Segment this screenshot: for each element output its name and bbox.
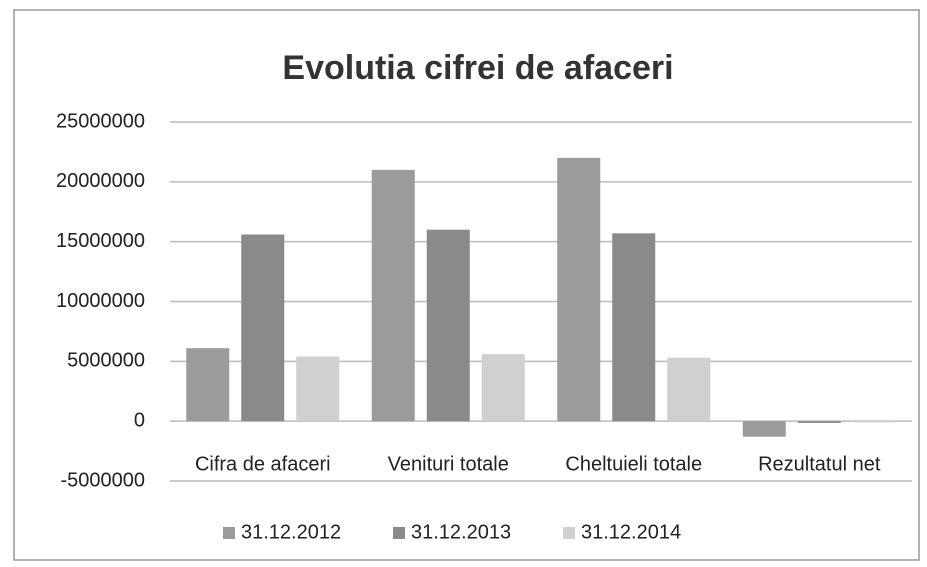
bar [426, 229, 470, 422]
x-tick-label: Rezultatul net [758, 453, 881, 475]
bar [371, 169, 415, 422]
y-tick-label: 25000000 [56, 110, 145, 132]
bar [852, 421, 896, 423]
bar [667, 357, 711, 422]
bar [186, 348, 230, 422]
y-tick-label: -5000000 [60, 469, 145, 491]
bar [797, 421, 841, 423]
bar [557, 157, 601, 422]
bar [296, 356, 340, 422]
x-tick-label: Venituri totale [388, 453, 509, 475]
x-tick-label: Cheltuieli totale [565, 453, 702, 475]
legend-swatch [563, 527, 575, 539]
y-tick-label: 20000000 [56, 170, 145, 192]
y-tick-label: 15000000 [56, 230, 145, 252]
chart-title: Evolutia cifrei de afaceri [282, 49, 673, 87]
y-tick-label: 0 [134, 409, 145, 431]
legend-swatch [393, 527, 405, 539]
x-tick-label: Cifra de afaceri [195, 453, 331, 475]
legend-label: 31.12.2012 [241, 521, 341, 543]
y-tick-label: 10000000 [56, 290, 145, 312]
bar [742, 421, 786, 437]
legend-label: 31.12.2013 [411, 521, 511, 543]
legend-label: 31.12.2014 [581, 521, 681, 543]
bar [481, 354, 525, 422]
bar [241, 234, 285, 422]
legend-swatch [223, 527, 235, 539]
bar [612, 233, 656, 422]
y-tick-label: 5000000 [67, 350, 145, 372]
